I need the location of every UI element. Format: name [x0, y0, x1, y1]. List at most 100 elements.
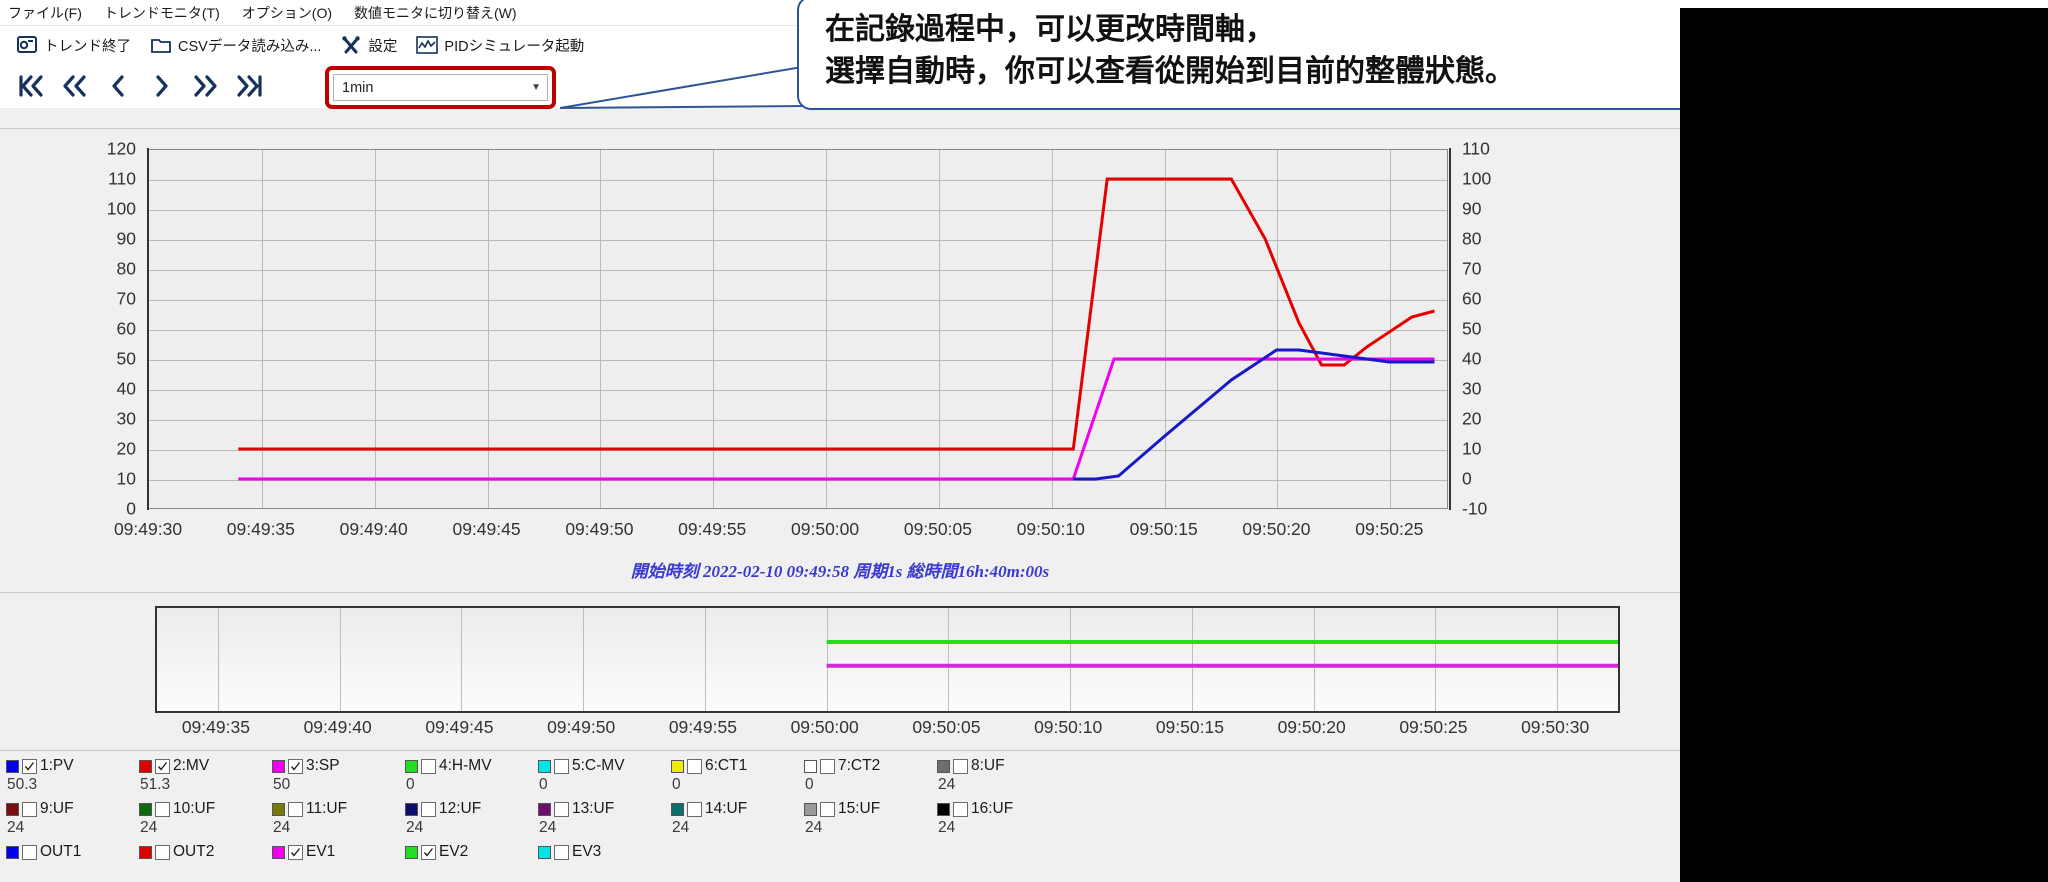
menu-options[interactable]: オプション(O) [241, 4, 332, 21]
y-axis-left-tick: 100 [106, 198, 136, 219]
legend-item-label: 15:UF [838, 800, 881, 817]
legend-item-ev2[interactable]: EV2 [405, 843, 538, 869]
legend-item-header: OUT2 [139, 843, 272, 861]
nav-first-button[interactable] [8, 69, 52, 103]
color-swatch [538, 802, 551, 816]
legend-item-header: EV2 [405, 843, 538, 861]
x-axis-tick: 09:49:30 [113, 519, 183, 539]
x-axis-tick: 09:50:15 [1129, 519, 1198, 539]
legend-item-value: 24 [938, 819, 956, 836]
nav-prev-button[interactable] [96, 69, 140, 103]
legend-item-1-pv[interactable]: 1:PV 50.3 [6, 757, 139, 800]
visibility-checkbox[interactable] [820, 758, 835, 774]
legend-item-ev1[interactable]: EV1 [272, 843, 405, 869]
legend-item-header: 6:CT1 [671, 757, 804, 775]
x-axis-tick: 09:49:45 [452, 519, 521, 539]
legend-item-8-uf[interactable]: 8:UF 24 [937, 757, 1070, 800]
visibility-checkbox[interactable] [288, 758, 303, 774]
legend-item-label: 12:UF [439, 800, 482, 817]
y-axis-right-tick: 0 [1462, 468, 1472, 489]
legend-item-12-uf[interactable]: 12:UF 24 [405, 800, 538, 843]
visibility-checkbox[interactable] [687, 758, 702, 774]
legend-row: OUT1 OUT2 EV1 EV2 EV3 [6, 843, 1680, 869]
legend-item-11-uf[interactable]: 11:UF 24 [272, 800, 405, 843]
menu-switch-numeric[interactable]: 数値モニタに切り替え(W) [354, 4, 517, 21]
legend-item-7-ct2[interactable]: 7:CT2 0 [804, 757, 937, 800]
legend-item-header: EV1 [272, 843, 405, 861]
legend-item-label: 11:UF [306, 800, 348, 817]
legend-item-5-c-mv[interactable]: 5:C-MV 0 [538, 757, 671, 800]
timespan-select[interactable]: 1min ▼ [333, 74, 548, 101]
legend-item-10-uf[interactable]: 10:UF 24 [139, 800, 272, 843]
gridline-v [487, 150, 489, 508]
visibility-checkbox[interactable] [421, 844, 436, 860]
gridline-v [938, 150, 940, 508]
legend-item-value: 50 [273, 776, 291, 793]
color-swatch [6, 802, 19, 816]
legend-item-3-sp[interactable]: 3:SP 50 [272, 757, 405, 800]
menu-trend-monitor[interactable]: トレンドモニタ(T) [103, 4, 220, 21]
trend-series-layer [238, 177, 1435, 481]
legend-item-16-uf[interactable]: 16:UF 24 [937, 800, 1070, 843]
color-swatch [405, 759, 418, 773]
visibility-checkbox[interactable] [687, 801, 702, 817]
visibility-checkbox[interactable] [155, 801, 170, 817]
legend-item-label: 7:CT2 [838, 757, 881, 774]
legend-item-ev3[interactable]: EV3 [538, 843, 671, 869]
visibility-checkbox[interactable] [155, 844, 170, 860]
legend-item-6-ct1[interactable]: 6:CT1 0 [671, 757, 804, 800]
visibility-checkbox[interactable] [288, 844, 303, 860]
legend-item-out1[interactable]: OUT1 [6, 843, 139, 869]
visibility-checkbox[interactable] [820, 801, 835, 817]
legend-item-14-uf[interactable]: 14:UF 24 [671, 800, 804, 843]
menu-file[interactable]: ファイル(F) [8, 4, 82, 21]
visibility-checkbox[interactable] [22, 801, 37, 817]
visibility-checkbox[interactable] [554, 758, 569, 774]
visibility-checkbox[interactable] [554, 801, 569, 817]
visibility-checkbox[interactable] [421, 758, 436, 774]
color-swatch [272, 802, 285, 816]
event-plot-area[interactable] [155, 606, 1620, 713]
color-swatch [804, 802, 817, 816]
legend-item-out2[interactable]: OUT2 [139, 843, 272, 869]
csv-load-button[interactable]: CSVデータ読み込み... [144, 33, 327, 58]
legend-item-value: 24 [938, 776, 956, 793]
event-gridline-v [1191, 608, 1193, 711]
trend-end-button[interactable]: トレンド終了 [10, 33, 137, 58]
visibility-checkbox[interactable] [22, 758, 37, 774]
event-gridline-v [217, 608, 219, 711]
event-gridline-v [1313, 608, 1315, 711]
visibility-checkbox[interactable] [155, 758, 170, 774]
visibility-checkbox[interactable] [288, 801, 303, 817]
legend-item-header: 14:UF [671, 800, 804, 818]
top-right-white-strip [1680, 0, 2048, 8]
gridline-v [600, 150, 602, 508]
pid-simulator-button[interactable]: PIDシミュレータ起動 [410, 33, 590, 58]
gridline-h [149, 420, 1447, 421]
visibility-checkbox[interactable] [421, 801, 436, 817]
folder-open-icon [150, 35, 172, 55]
legend-item-2-mv[interactable]: 2:MV 51.3 [139, 757, 272, 800]
legend-item-13-uf[interactable]: 13:UF 24 [538, 800, 671, 843]
nav-prev-page-button[interactable] [52, 69, 96, 103]
legend-item-4-h-mv[interactable]: 4:H-MV 0 [405, 757, 538, 800]
chart-window-icon [416, 35, 439, 55]
color-swatch [6, 759, 19, 773]
legend-item-value: 51.3 [140, 776, 171, 793]
legend-item-15-uf[interactable]: 15:UF 24 [804, 800, 937, 843]
legend-item-9-uf[interactable]: 9:UF 24 [6, 800, 139, 843]
timespan-highlight-box: 1min ▼ [325, 66, 556, 109]
settings-button[interactable]: 設定 [334, 33, 403, 58]
y-axis-right-tick: 30 [1462, 378, 1482, 399]
visibility-checkbox[interactable] [953, 758, 968, 774]
nav-next-button[interactable] [140, 69, 184, 103]
event-x-axis-tick: 09:50:10 [1034, 717, 1103, 737]
visibility-checkbox[interactable] [554, 844, 569, 860]
nav-next-page-button[interactable] [184, 69, 228, 103]
legend-item-label: 9:UF [40, 800, 74, 817]
gridline-v [261, 150, 263, 508]
visibility-checkbox[interactable] [953, 801, 968, 817]
visibility-checkbox[interactable] [22, 844, 37, 860]
nav-last-button[interactable] [228, 69, 272, 103]
legend-row: 9:UF 24 10:UF 24 11:UF 24 12:UF 24 13:UF 24 14:UF 2… [6, 800, 1680, 843]
